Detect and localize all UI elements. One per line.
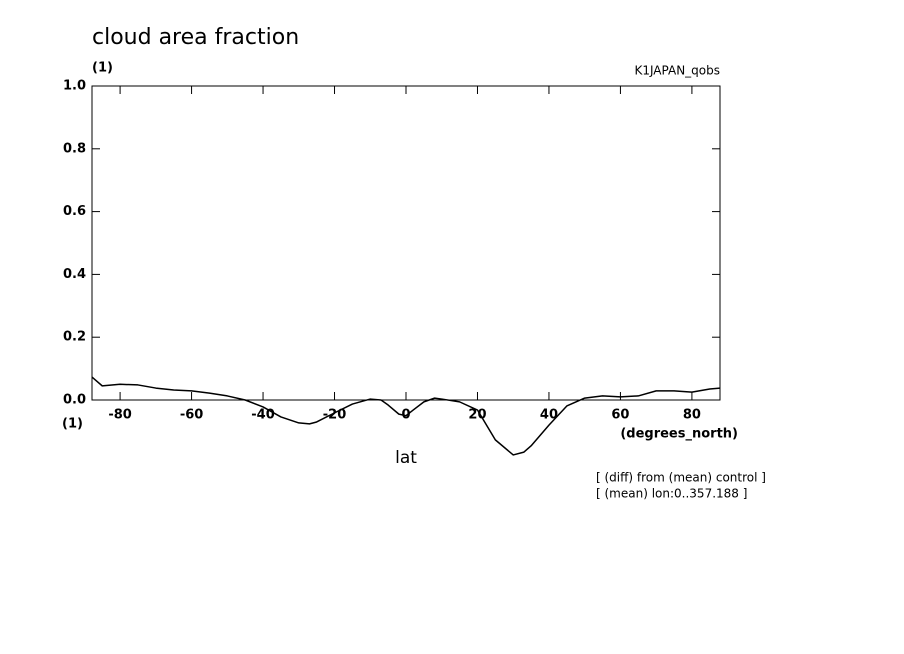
y-units: (1) — [92, 61, 113, 76]
data-line — [91, 376, 721, 456]
x-units: (degrees_north) — [620, 427, 738, 442]
x-tick-label: 80 — [683, 408, 701, 423]
annotation: [ (mean) lon:0..357.188 ] — [596, 487, 747, 501]
x-tick-label: -40 — [251, 408, 275, 423]
y-tick-label: 0.8 — [63, 141, 86, 156]
annotation: [ (diff) from (mean) control ] — [596, 471, 766, 485]
bottom-left-units: (1) — [62, 417, 83, 432]
y-tick-label: 0.4 — [63, 267, 86, 282]
x-tick-label: 60 — [611, 408, 629, 423]
x-tick-label: -20 — [323, 408, 347, 423]
y-tick-label: 1.0 — [63, 79, 86, 94]
y-tick-label: 0.0 — [63, 393, 86, 408]
x-tick-label: 40 — [540, 408, 558, 423]
x-axis-label: lat — [395, 448, 417, 468]
dataset-label: K1JAPAN_qobs — [634, 64, 720, 78]
x-tick-label: -80 — [108, 408, 132, 423]
y-tick-label: 0.6 — [63, 204, 86, 219]
chart-title: cloud area fraction — [92, 25, 299, 50]
y-tick-label: 0.2 — [63, 330, 86, 345]
x-tick-label: -60 — [180, 408, 204, 423]
